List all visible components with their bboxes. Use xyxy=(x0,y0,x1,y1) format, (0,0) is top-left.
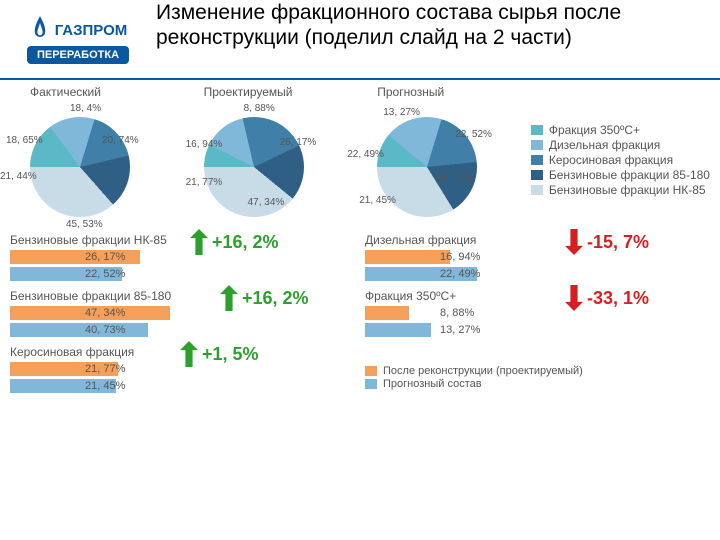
bar-value: 22, 49% xyxy=(440,268,480,280)
pie-title: Прогнозный xyxy=(377,85,444,99)
legend-swatch xyxy=(365,366,377,376)
arrow-down-icon xyxy=(565,229,583,255)
bar-block: Керосиновая фракция21, 77%21, 45%+1, 5% xyxy=(10,345,355,395)
legend-item: Бензиновые фракции 85-180 xyxy=(531,168,710,182)
pie-title: Проектируемый xyxy=(204,85,293,99)
bar-value: 13, 27% xyxy=(440,324,480,336)
bar-fill xyxy=(10,323,148,337)
pie-slice-label: 22, 49% xyxy=(347,149,384,160)
legend-item: Бензиновые фракции НК-85 xyxy=(531,183,710,197)
bar-row: 22, 52% xyxy=(10,266,355,282)
pie-slice-label: 45, 53% xyxy=(66,219,103,230)
pie-slice-label: 16, 94% xyxy=(186,139,223,150)
bar-value: 21, 45% xyxy=(85,380,125,392)
pie-slice-label: 18, 4% xyxy=(70,103,101,114)
bar-title: Дизельная фракция xyxy=(365,233,710,247)
bar-value: 40, 73% xyxy=(85,324,125,336)
pie-title: Фактический xyxy=(30,85,101,99)
bar-charts-grid: Бензиновые фракции НК-85 26, 17% 22, 52% +1… xyxy=(0,229,720,395)
bar-title: Бензиновые фракции НК-85 xyxy=(10,233,355,247)
delta-value: +16, 2% xyxy=(242,288,309,309)
flame-icon xyxy=(29,16,51,44)
arrow-down-icon xyxy=(565,285,583,311)
arrow-up-icon xyxy=(190,229,208,255)
legend-item: Керосиновая фракция xyxy=(531,153,710,167)
delta-value: -15, 7% xyxy=(587,232,649,253)
pie-slice-label: 21, 44% xyxy=(0,171,37,182)
delta-indicator: -15, 7% xyxy=(565,229,649,255)
pie-slice-label: 26, 17% xyxy=(280,137,317,148)
bar-block: Фракция 350ºС+ 8, 88% 13, 27% -33, 1% xyxy=(365,289,710,339)
bar-value: 47, 34% xyxy=(85,307,125,319)
pie-slice-label: 13, 27% xyxy=(383,107,420,118)
bar-row: 8, 88% xyxy=(365,305,710,321)
delta-value: +16, 2% xyxy=(212,232,279,253)
pie-slice-label: 18, 65% xyxy=(6,135,43,146)
legend-swatch xyxy=(531,125,543,135)
logo: ГАЗПРОМ ПЕРЕРАБОТКА xyxy=(8,5,148,75)
bar-row: 40, 73% xyxy=(10,322,355,338)
bar-row: 22, 49% xyxy=(365,266,710,282)
legend-label: Керосиновая фракция xyxy=(549,153,673,167)
bars-legend-item: После реконструкции (проектируемый) xyxy=(365,365,710,377)
legend-label: Бензиновые фракции 85-180 xyxy=(549,168,710,182)
pie-projected: Проектируемый 8, 88% 16, 94% 26, 17% 21, 77%… xyxy=(184,85,324,229)
bar-fill xyxy=(365,306,409,320)
delta-value: +1, 5% xyxy=(202,344,259,365)
pie-slice-label: 20, 74% xyxy=(102,135,139,146)
pie-slice-label: 47, 34% xyxy=(248,197,285,208)
bar-fill xyxy=(365,250,450,264)
delta-indicator: +16, 2% xyxy=(190,229,279,255)
legend-label: После реконструкции (проектируемый) xyxy=(383,365,583,377)
bar-value: 16, 94% xyxy=(440,251,480,263)
pie-forecast: Прогнозный13, 27%22, 52%22, 49%21, 45%40… xyxy=(357,85,497,229)
legend-swatch xyxy=(531,185,543,195)
bar-value: 22, 52% xyxy=(85,268,125,280)
legend-label: Фракция 350ºС+ xyxy=(549,123,640,137)
pie-slice-label: 21, 45% xyxy=(359,195,396,206)
legend-label: Бензиновые фракции НК-85 xyxy=(549,183,706,197)
bar-row: 13, 27% xyxy=(365,322,710,338)
legend-label: Дизельная фракция xyxy=(549,138,660,152)
bar-value: 8, 88% xyxy=(440,307,474,319)
legend-label: Прогнозный состав xyxy=(383,378,482,390)
legend-item: Фракция 350ºС+ xyxy=(531,123,710,137)
pie-slice-label: 8, 88% xyxy=(244,103,275,114)
bar-row: 16, 94% xyxy=(365,249,710,265)
bar-block: Бензиновые фракции НК-85 26, 17% 22, 52% +1… xyxy=(10,233,355,283)
bar-row: 26, 17% xyxy=(10,249,355,265)
bars-legend-item: Прогнозный состав xyxy=(365,378,710,390)
pie-slice-label: 40, 73% xyxy=(437,173,474,184)
delta-indicator: +16, 2% xyxy=(220,285,309,311)
legend-item: Дизельная фракция xyxy=(531,138,710,152)
legend-swatch xyxy=(365,379,377,389)
bar-block: Бензиновые фракции 85-18047, 34%40, 73%+… xyxy=(10,289,355,339)
pie-charts-row: Фактический 18, 4% 18, 65% 20, 74% 21, 44% 45… xyxy=(0,80,720,229)
pie-legend: Фракция 350ºС+Дизельная фракцияКеросинов… xyxy=(531,123,710,198)
legend-swatch xyxy=(531,140,543,150)
bar-row: 21, 45% xyxy=(10,378,355,394)
arrow-up-icon xyxy=(220,285,238,311)
bar-value: 21, 77% xyxy=(85,363,125,375)
delta-value: -33, 1% xyxy=(587,288,649,309)
pie-chart xyxy=(30,117,130,217)
bar-title: Фракция 350ºС+ xyxy=(365,289,710,303)
logo-sub: ПЕРЕРАБОТКА xyxy=(27,46,129,64)
pie-slice-label: 21, 77% xyxy=(186,177,223,188)
delta-indicator: -33, 1% xyxy=(565,285,649,311)
legend-swatch xyxy=(531,170,543,180)
arrow-up-icon xyxy=(180,341,198,367)
pie-slice-label: 22, 52% xyxy=(455,129,492,140)
slide-title: Изменение фракционного состава сырья пос… xyxy=(156,0,720,50)
bar-value: 26, 17% xyxy=(85,251,125,263)
bar-block: Дизельная фракция 16, 94% 22, 49% -15, 7% xyxy=(365,233,710,283)
bar-fill xyxy=(365,323,431,337)
pie-actual: Фактический18, 4%18, 65%20, 74%21, 44%45… xyxy=(10,85,150,229)
bars-legend: После реконструкции (проектируемый)Прогн… xyxy=(365,365,710,395)
logo-text: ГАЗПРОМ xyxy=(55,22,128,39)
header: ГАЗПРОМ ПЕРЕРАБОТКА Изменение фракционно… xyxy=(0,0,720,80)
delta-indicator: +1, 5% xyxy=(180,341,259,367)
legend-swatch xyxy=(531,155,543,165)
